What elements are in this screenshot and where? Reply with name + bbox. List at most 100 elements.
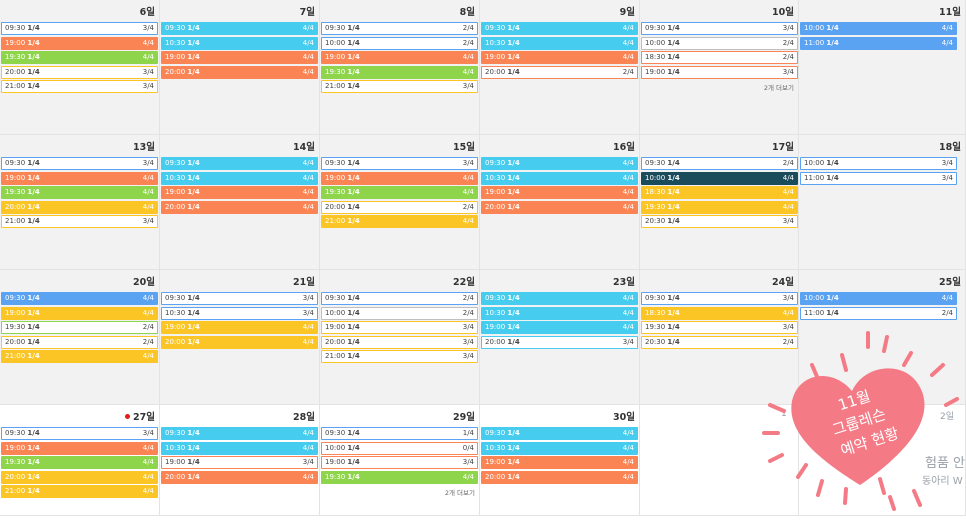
- event-item[interactable]: 20:00 1/4 3/4: [321, 335, 478, 349]
- event-item[interactable]: 09:30 1/4 3/4: [1, 157, 158, 170]
- event-item[interactable]: 19:00 1/4 4/4: [1, 441, 158, 455]
- day-cell[interactable]: 8일 09:30 1/4 2/4 10:00 1/4 2/4 19:00 1/4 4/4 19…: [320, 0, 480, 135]
- event-item[interactable]: 10:30 1/4 4/4: [481, 441, 638, 455]
- event-item[interactable]: 19:00 1/4 4/4: [481, 321, 638, 334]
- event-item[interactable]: 21:00 1/4 3/4: [321, 350, 478, 363]
- event-item[interactable]: 10:30 1/4 4/4: [481, 306, 638, 320]
- event-item[interactable]: 09:30 1/4 1/4: [321, 427, 478, 440]
- day-cell[interactable]: 27일 09:30 1/4 3/4 19:00 1/4 4/4 19:30 1/4 4/4 2…: [0, 405, 160, 516]
- event-item[interactable]: 10:00 1/4 0/4: [321, 441, 478, 455]
- day-cell[interactable]: 13일 09:30 1/4 3/4 19:00 1/4 4/4 19:30 1/4 4/4 2…: [0, 135, 160, 270]
- day-cell[interactable]: 11일 10:00 1/4 4/4 11:00 1/4 4/4: [799, 0, 966, 135]
- event-item[interactable]: 19:00 1/4 3/4: [321, 321, 478, 334]
- day-cell[interactable]: 7일 09:30 1/4 4/4 10:30 1/4 4/4 19:00 1/4 4/4 20…: [160, 0, 320, 135]
- day-cell[interactable]: 6일 09:30 1/4 3/4 19:00 1/4 4/4 19:30 1/4 4/4 20…: [0, 0, 160, 135]
- event-item[interactable]: 09:30 1/4 2/4: [321, 292, 478, 305]
- event-item[interactable]: 19:30 1/4 3/4: [641, 321, 798, 334]
- event-item[interactable]: 20:00 1/4 3/4: [481, 335, 638, 349]
- event-item[interactable]: 19:00 1/4 4/4: [321, 51, 478, 64]
- event-item[interactable]: 19:00 1/4 3/4: [641, 65, 798, 79]
- event-item[interactable]: 20:00 1/4 2/4: [481, 65, 638, 79]
- day-cell[interactable]: 29일 09:30 1/4 1/4 10:00 1/4 0/4 19:00 1/4 3/4 1…: [320, 405, 480, 516]
- event-item[interactable]: 20:00 1/4 4/4: [1, 470, 158, 484]
- day-cell[interactable]: 23일 09:30 1/4 4/4 10:30 1/4 4/4 19:00 1/4 4/4 2…: [480, 270, 640, 405]
- event-item[interactable]: 10:00 1/4 4/4: [800, 22, 957, 35]
- event-item[interactable]: 20:00 1/4 4/4: [481, 200, 638, 214]
- event-item[interactable]: 18:30 1/4 4/4: [641, 306, 798, 320]
- event-item[interactable]: 18:30 1/4 2/4: [641, 51, 798, 64]
- event-item[interactable]: 21:00 1/4 3/4: [1, 80, 158, 93]
- event-item[interactable]: 10:30 1/4 4/4: [161, 171, 318, 185]
- event-item[interactable]: 09:30 1/4 4/4: [161, 427, 318, 440]
- event-item[interactable]: 21:00 1/4 4/4: [1, 350, 158, 363]
- event-item[interactable]: 10:30 1/4 4/4: [481, 171, 638, 185]
- day-cell[interactable]: 17일 09:30 1/4 2/4 10:00 1/4 4/4 18:30 1/4 4/4 1…: [640, 135, 799, 270]
- event-item[interactable]: 19:00 1/4 4/4: [321, 171, 478, 185]
- event-item[interactable]: 09:30 1/4 4/4: [161, 22, 318, 35]
- day-cell[interactable]: 9일 09:30 1/4 4/4 10:30 1/4 4/4 19:00 1/4 4/4 20…: [480, 0, 640, 135]
- event-item[interactable]: 19:30 1/4 4/4: [321, 65, 478, 79]
- event-item[interactable]: 10:30 1/4 4/4: [481, 36, 638, 50]
- event-item[interactable]: 19:00 1/4 4/4: [1, 171, 158, 185]
- event-item[interactable]: 20:00 1/4 4/4: [161, 65, 318, 79]
- event-item[interactable]: 20:00 1/4 2/4: [1, 335, 158, 349]
- event-item[interactable]: 09:30 1/4 4/4: [481, 157, 638, 170]
- event-item[interactable]: 11:00 1/4 2/4: [800, 306, 957, 320]
- event-item[interactable]: 09:30 1/4 3/4: [321, 157, 478, 170]
- event-item[interactable]: 19:30 1/4 4/4: [1, 456, 158, 469]
- event-item[interactable]: 19:00 1/4 4/4: [1, 36, 158, 50]
- event-item[interactable]: 19:00 1/4 3/4: [161, 456, 318, 469]
- day-cell[interactable]: 28일 09:30 1/4 4/4 10:30 1/4 4/4 19:00 1/4 3/4 2…: [160, 405, 320, 516]
- event-item[interactable]: 19:30 1/4 4/4: [321, 470, 478, 484]
- event-item[interactable]: 09:30 1/4 3/4: [1, 427, 158, 440]
- day-cell[interactable]: 30일 09:30 1/4 4/4 10:30 1/4 4/4 19:00 1/4 4/4 2…: [480, 405, 640, 516]
- event-item[interactable]: 10:30 1/4 3/4: [161, 306, 318, 320]
- event-item[interactable]: 11:00 1/4 3/4: [800, 171, 957, 185]
- more-events-link[interactable]: 2개 더보기: [763, 84, 794, 92]
- event-item[interactable]: 21:00 1/4 3/4: [1, 215, 158, 228]
- event-item[interactable]: 19:00 1/4 4/4: [1, 306, 158, 320]
- event-item[interactable]: 10:30 1/4 4/4: [161, 441, 318, 455]
- event-item[interactable]: 19:00 1/4 4/4: [481, 186, 638, 199]
- event-item[interactable]: 21:00 1/4 4/4: [321, 215, 478, 228]
- event-item[interactable]: 09:30 1/4 4/4: [481, 292, 638, 305]
- event-item[interactable]: 19:00 1/4 3/4: [321, 456, 478, 469]
- day-cell[interactable]: 18일 10:00 1/4 3/4 11:00 1/4 3/4: [799, 135, 966, 270]
- event-item[interactable]: 09:30 1/4 4/4: [161, 157, 318, 170]
- day-cell[interactable]: 24일 09:30 1/4 3/4 18:30 1/4 4/4 19:30 1/4 3/4 2…: [640, 270, 799, 405]
- event-item[interactable]: 20:00 1/4 2/4: [321, 200, 478, 214]
- event-item[interactable]: 19:00 1/4 4/4: [481, 456, 638, 469]
- event-item[interactable]: 09:30 1/4 2/4: [641, 157, 798, 170]
- event-item[interactable]: 19:30 1/4 4/4: [641, 200, 798, 214]
- event-item[interactable]: 09:30 1/4 3/4: [161, 292, 318, 305]
- event-item[interactable]: 19:00 1/4 4/4: [161, 51, 318, 64]
- event-item[interactable]: 20:00 1/4 4/4: [161, 335, 318, 349]
- event-item[interactable]: 10:00 1/4 2/4: [321, 36, 478, 50]
- event-item[interactable]: 20:00 1/4 4/4: [481, 470, 638, 484]
- event-item[interactable]: 20:00 1/4 4/4: [1, 200, 158, 214]
- event-item[interactable]: 19:30 1/4 4/4: [1, 186, 158, 199]
- event-item[interactable]: 19:00 1/4 4/4: [481, 51, 638, 64]
- event-item[interactable]: 20:00 1/4 4/4: [161, 470, 318, 484]
- day-cell[interactable]: 20일 09:30 1/4 4/4 19:00 1/4 4/4 19:30 1/4 2/4 2…: [0, 270, 160, 405]
- event-item[interactable]: 09:30 1/4 3/4: [1, 22, 158, 35]
- event-item[interactable]: 09:30 1/4 4/4: [481, 22, 638, 35]
- event-item[interactable]: 10:00 1/4 4/4: [641, 171, 798, 185]
- event-item[interactable]: 18:30 1/4 4/4: [641, 186, 798, 199]
- event-item[interactable]: 09:30 1/4 4/4: [481, 427, 638, 440]
- day-cell[interactable]: 22일 09:30 1/4 2/4 10:00 1/4 2/4 19:00 1/4 3/4 2…: [320, 270, 480, 405]
- event-item[interactable]: 19:30 1/4 2/4: [1, 321, 158, 334]
- event-item[interactable]: 09:30 1/4 4/4: [1, 292, 158, 305]
- day-cell[interactable]: 10일 09:30 1/4 3/4 10:00 1/4 2/4 18:30 1/4 2/4 1…: [640, 0, 799, 135]
- event-item[interactable]: 09:30 1/4 3/4: [641, 292, 798, 305]
- day-cell[interactable]: 15일 09:30 1/4 3/4 19:00 1/4 4/4 19:30 1/4 4/4 2…: [320, 135, 480, 270]
- event-item[interactable]: 21:00 1/4 3/4: [321, 80, 478, 93]
- event-item[interactable]: 20:00 1/4 4/4: [161, 200, 318, 214]
- event-item[interactable]: 10:00 1/4 3/4: [800, 157, 957, 170]
- day-cell[interactable]: 16일 09:30 1/4 4/4 10:30 1/4 4/4 19:00 1/4 4/4 2…: [480, 135, 640, 270]
- event-item[interactable]: 19:30 1/4 4/4: [1, 51, 158, 64]
- event-item[interactable]: 09:30 1/4 2/4: [321, 22, 478, 35]
- event-item[interactable]: 11:00 1/4 4/4: [800, 36, 957, 50]
- event-item[interactable]: 09:30 1/4 3/4: [641, 22, 798, 35]
- event-item[interactable]: 20:00 1/4 3/4: [1, 65, 158, 79]
